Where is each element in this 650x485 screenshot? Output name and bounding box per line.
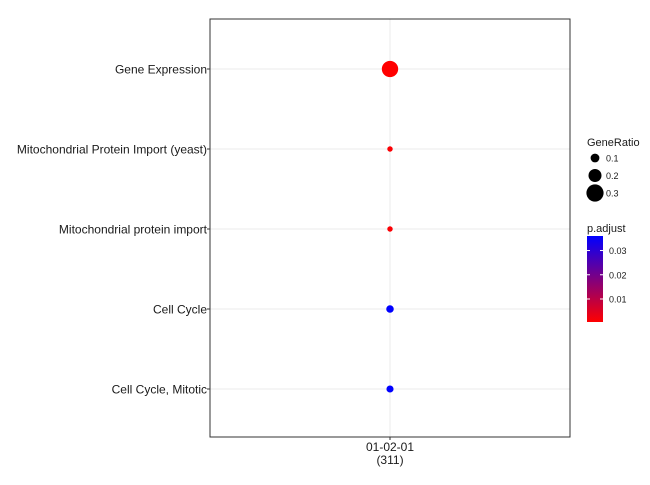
legend-title-p-adjust: p.adjust — [587, 223, 626, 235]
y-tick-label: Cell Cycle — [153, 303, 207, 317]
data-points — [381, 60, 399, 393]
legend-title-gene-ratio: GeneRatio — [587, 137, 640, 149]
legend-gene-ratio: GeneRatio 0.1 0.2 0.3 — [586, 137, 640, 202]
y-axis: Cell Cycle, Mitotic Cell Cycle Mitochondri… — [17, 63, 210, 397]
y-tick-label: Mitochondrial protein import — [59, 223, 208, 237]
y-tick-label: Mitochondrial Protein Import (yeast) — [17, 143, 207, 157]
legend-size-label: 0.3 — [606, 189, 619, 199]
legend-colorbar — [587, 236, 603, 322]
data-point — [387, 226, 393, 232]
legend-size-key — [588, 169, 602, 182]
legend-size-key — [590, 153, 600, 163]
legend-colorbar-label: 0.02 — [609, 270, 627, 280]
legend-size-label: 0.1 — [606, 154, 619, 164]
data-point — [381, 60, 399, 78]
legend-size-label: 0.2 — [606, 171, 619, 181]
legend-size-key — [586, 184, 604, 202]
x-axis: 01-02-01 (311) — [366, 437, 414, 467]
y-tick-label: Cell Cycle, Mitotic — [112, 383, 207, 397]
data-point — [387, 146, 393, 152]
legend-colorbar-label: 0.03 — [609, 246, 627, 256]
y-tick-label: Gene Expression — [115, 63, 207, 77]
data-point — [386, 305, 394, 313]
x-tick-label: 01-02-01 (311) — [366, 440, 414, 467]
data-point — [386, 385, 394, 393]
legend-p-adjust: p.adjust 0.01 0.02 0.03 — [587, 223, 627, 322]
legend-colorbar-label: 0.01 — [609, 294, 627, 304]
